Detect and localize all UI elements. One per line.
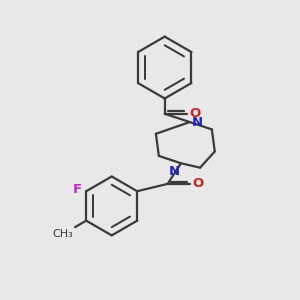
Text: O: O: [189, 107, 200, 120]
Text: CH₃: CH₃: [53, 229, 74, 238]
Text: N: N: [191, 116, 203, 128]
Text: O: O: [192, 177, 203, 190]
Text: N: N: [169, 165, 180, 178]
Text: F: F: [73, 183, 82, 196]
